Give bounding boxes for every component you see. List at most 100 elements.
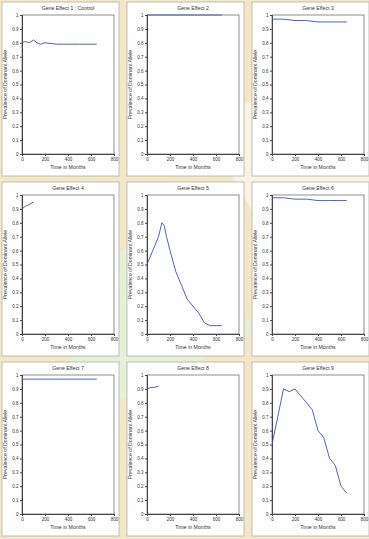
y-tick-mark — [145, 292, 147, 293]
y-tick: 0.4 — [262, 96, 272, 101]
y-tick: 1 — [16, 193, 22, 198]
y-tick-label: 0 — [141, 152, 144, 157]
chart-panel: Gene Effect 5020040060080000.10.20.30.40… — [127, 182, 244, 356]
y-tick: 0 — [16, 332, 22, 337]
x-tick-mark — [216, 154, 217, 156]
plot-area — [22, 40, 97, 44]
x-tick: 600 — [213, 154, 221, 162]
y-tick-mark — [270, 292, 272, 293]
y-tick: 1 — [141, 193, 147, 198]
x-tick: 0 — [271, 514, 274, 522]
y-tick-label: 1 — [16, 373, 19, 378]
y-axis-title: Prevalence of Dominant Allele — [127, 50, 133, 119]
chart-title: Gene Effect 6 — [302, 185, 334, 191]
x-axis: 0200400600800 — [271, 334, 369, 342]
x-tick-label: 200 — [42, 337, 50, 342]
x-tick-label: 800 — [361, 337, 369, 342]
y-tick-label: 0.3 — [137, 110, 144, 115]
y-tick-mark — [20, 292, 22, 293]
y-axis-title: Prevalence of Dominant Allele — [2, 50, 8, 119]
y-tick: 0.7 — [262, 235, 272, 240]
y-tick-label: 0.6 — [12, 69, 19, 74]
plot-frame — [22, 15, 114, 154]
y-tick-label: 0.9 — [262, 387, 269, 392]
panel-background — [2, 2, 119, 176]
y-tick-label: 1 — [16, 13, 19, 18]
y-tick: 0.2 — [262, 124, 272, 129]
y-tick: 0.5 — [12, 262, 22, 267]
y-tick-label: 0.9 — [137, 207, 144, 212]
y-tick: 0.2 — [137, 124, 147, 129]
y-tick-mark — [20, 403, 22, 404]
x-tick-mark — [239, 514, 240, 516]
y-tick-label: 0.6 — [137, 429, 144, 434]
y-tick-label: 0.9 — [12, 387, 19, 392]
x-tick-mark — [216, 514, 217, 516]
x-axis-title: Time in Months — [300, 524, 336, 530]
y-tick-label: 0.3 — [12, 110, 19, 115]
y-tick-label: 1 — [141, 193, 144, 198]
y-tick: 0.2 — [12, 124, 22, 129]
x-tick: 200 — [292, 334, 300, 342]
x-axis-title: Time in Months — [50, 344, 86, 350]
y-axis: 00.10.20.30.40.50.60.70.80.91 — [12, 193, 22, 337]
y-tick-label: 0.9 — [137, 27, 144, 32]
y-tick: 0.7 — [12, 55, 22, 60]
x-tick: 600 — [338, 154, 346, 162]
x-tick: 800 — [111, 154, 119, 162]
y-axis-line — [20, 376, 23, 515]
x-tick: 200 — [167, 514, 175, 522]
y-tick: 0.6 — [137, 249, 147, 254]
y-tick: 0.4 — [137, 456, 147, 461]
x-tick: 0 — [146, 154, 149, 162]
y-tick-label: 0.8 — [12, 41, 19, 46]
y-tick: 0.3 — [262, 110, 272, 115]
y-tick: 0 — [266, 332, 272, 337]
x-tick-label: 600 — [88, 517, 96, 522]
y-tick-mark — [145, 445, 147, 446]
y-tick-mark — [270, 126, 272, 127]
chart-title: Gene Effect 7 — [52, 365, 84, 371]
data-line — [272, 19, 347, 22]
x-axis-title: Time in Months — [50, 524, 86, 530]
x-tick-label: 800 — [236, 337, 244, 342]
x-tick-mark — [216, 334, 217, 336]
y-tick: 0 — [141, 152, 147, 157]
y-tick: 0.7 — [12, 235, 22, 240]
y-tick: 0.9 — [262, 387, 272, 392]
chart-panel: Gene Effect 1 : Control020040060080000.1… — [2, 2, 119, 176]
y-tick-label: 0.1 — [137, 498, 144, 503]
plot-frame — [272, 195, 364, 334]
y-tick: 0.5 — [12, 442, 22, 447]
y-tick-label: 0.4 — [262, 456, 269, 461]
x-tick-label: 400 — [190, 337, 198, 342]
x-axis-title: Time in Months — [175, 524, 211, 530]
x-tick-mark — [318, 334, 319, 336]
y-tick-mark — [20, 112, 22, 113]
x-tick-label: 0 — [21, 517, 24, 522]
chart-panel: Gene Effect 9020040060080000.10.20.30.40… — [252, 362, 369, 536]
x-tick-mark — [295, 154, 296, 156]
y-tick-mark — [270, 98, 272, 99]
x-tick: 800 — [361, 334, 369, 342]
x-tick-label: 200 — [292, 517, 300, 522]
x-tick: 400 — [190, 334, 198, 342]
chart-title: Gene Effect 8 — [177, 365, 209, 371]
y-axis: 00.10.20.30.40.50.60.70.80.91 — [137, 13, 147, 157]
x-tick: 800 — [361, 514, 369, 522]
x-axis-title: Time in Months — [175, 164, 211, 170]
y-tick: 0 — [16, 152, 22, 157]
x-tick-mark — [193, 154, 194, 156]
y-tick-label: 0.2 — [12, 484, 19, 489]
y-tick-mark — [270, 278, 272, 279]
y-tick-label: 0.8 — [262, 221, 269, 226]
x-tick-label: 200 — [42, 157, 50, 162]
y-tick: 0.6 — [12, 249, 22, 254]
plot-frame — [22, 195, 114, 334]
y-tick: 0.3 — [137, 470, 147, 475]
y-tick-label: 0.5 — [137, 82, 144, 87]
y-tick: 0 — [141, 332, 147, 337]
y-tick-mark — [145, 126, 147, 127]
y-tick-mark — [20, 98, 22, 99]
x-tick-label: 800 — [361, 517, 369, 522]
